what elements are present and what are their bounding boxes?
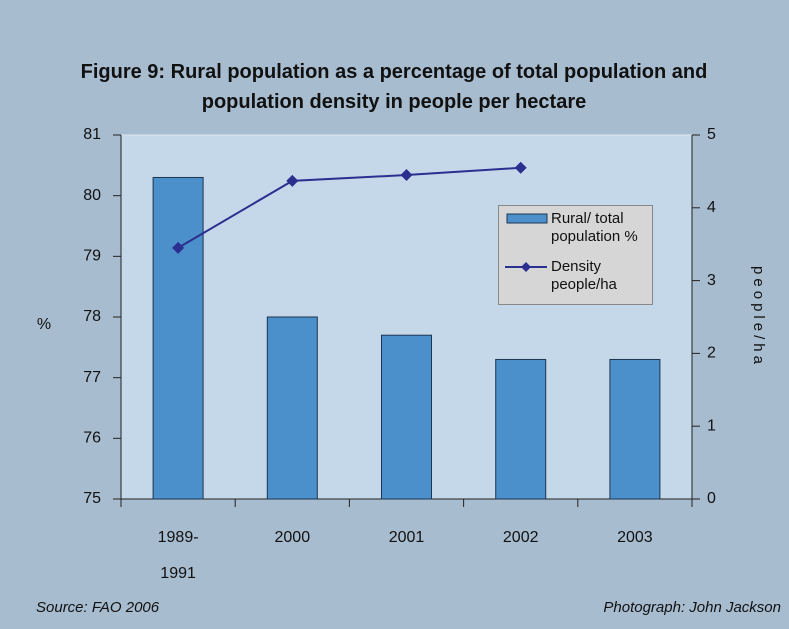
y-tick-label: 78 [83, 308, 101, 325]
legend-label: Rural/ total population % [551, 210, 638, 245]
y-tick-label: 80 [83, 187, 101, 204]
y-tick-label: 81 [83, 126, 101, 143]
y2-tick-label: 1 [707, 417, 716, 434]
bar [152, 176, 204, 500]
y-tick-label: 77 [83, 369, 101, 386]
x-tick-label: 1989-1991 [157, 529, 199, 582]
line [177, 166, 521, 249]
chart-title: Figure 9: Rural population as a percenta… [80, 61, 708, 113]
x-tick-label: 2003 [617, 529, 653, 546]
line-marker [400, 169, 413, 182]
x-tick-label: 2002 [502, 529, 539, 546]
x-tick-label: 2000 [274, 529, 311, 546]
bar [266, 316, 318, 500]
legend-label: Density people/ha [551, 258, 617, 293]
y-tick-label: 79 [83, 248, 101, 265]
y-axis-label: % [37, 316, 51, 333]
bar [495, 358, 547, 500]
source: Source: FAO 2006 [36, 599, 160, 616]
line-marker [514, 161, 527, 174]
y2-tick-label: 4 [707, 199, 716, 216]
y2-tick-label: 0 [707, 490, 716, 507]
legend-swatch [506, 213, 548, 224]
y2-tick-label: 5 [707, 126, 716, 143]
line-marker [172, 241, 185, 254]
credit: Photograph: John Jackson [603, 599, 781, 616]
legend: Rural/ total population % Density people/… [498, 205, 653, 305]
legend-bar [506, 213, 548, 224]
y2-axis-label: people/ha [750, 266, 767, 368]
y-tick-label: 76 [83, 430, 101, 447]
bar [609, 358, 661, 500]
y2-tick-label: 3 [707, 272, 716, 289]
x-tick-label: 2001 [388, 529, 425, 546]
legend-marker [521, 262, 531, 272]
legend-swatch [505, 262, 547, 272]
y2-tick-label: 2 [707, 345, 716, 362]
y-tick-label: 75 [83, 490, 101, 507]
line-marker [286, 174, 299, 187]
bar [381, 334, 432, 500]
